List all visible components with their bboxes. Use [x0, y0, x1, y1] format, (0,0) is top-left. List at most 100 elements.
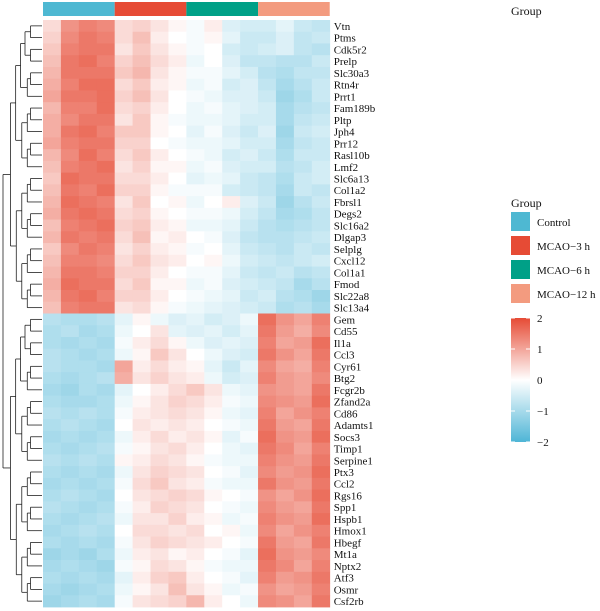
heatmap-cell: [186, 290, 205, 303]
heatmap-cell: [114, 196, 133, 209]
heatmap-cell: [60, 595, 80, 608]
heatmap-cell: [293, 360, 313, 373]
heatmap-cell: [114, 78, 133, 91]
heatmap-cell: [132, 160, 151, 174]
heatmap-cell: [78, 466, 98, 479]
heatmap-cell: [275, 383, 295, 397]
heatmap-cell: [78, 454, 98, 467]
heatmap-cell: [204, 125, 223, 138]
heatmap-cell: [240, 243, 259, 256]
heatmap-cell: [114, 360, 133, 373]
heatmap-cell: [43, 477, 62, 490]
heatmap-cell: [293, 419, 313, 432]
heatmap-cell: [204, 372, 223, 385]
heatmap-cell: [186, 243, 205, 256]
heatmap-cell: [293, 31, 313, 44]
heatmap-cell: [240, 66, 259, 80]
heatmap-cell: [168, 560, 187, 573]
group-bar-segment: [258, 2, 330, 16]
heatmap-cell: [222, 231, 241, 244]
heatmap-cell: [222, 548, 241, 561]
heatmap-cell: [150, 172, 169, 185]
heatmap-cell: [311, 137, 331, 150]
heatmap-cell: [186, 231, 205, 244]
heatmap-cell: [275, 560, 295, 573]
gene-label: Rasl10b: [334, 150, 371, 162]
heatmap-cell: [311, 290, 331, 303]
heatmap-cell: [222, 595, 241, 608]
heatmap-cell: [222, 31, 241, 44]
heatmap-cell: [114, 560, 133, 573]
gene-label: Zfand2a: [334, 397, 371, 409]
heatmap-cell: [114, 20, 133, 33]
heatmap-cell: [96, 419, 116, 432]
heatmap-cell: [60, 395, 80, 408]
heatmap-cell: [96, 383, 116, 397]
heatmap-cell: [275, 66, 295, 80]
heatmap-cell: [311, 102, 331, 115]
heatmap-cell: [78, 407, 98, 420]
heatmap-cell: [311, 477, 331, 490]
gene-label: Slc30a3: [334, 68, 370, 80]
heatmap-cell: [114, 43, 133, 56]
heatmap-cell: [293, 266, 313, 279]
heatmap-cell: [275, 489, 295, 502]
heatmap-cell: [43, 313, 62, 326]
heatmap-cell: [43, 583, 62, 596]
heatmap-cell: [96, 149, 116, 162]
heatmap-cell: [204, 149, 223, 162]
heatmap-cell: [186, 548, 205, 561]
heatmap-cell: [78, 360, 98, 373]
heatmap-cell: [43, 102, 62, 115]
heatmap-cell: [311, 571, 331, 584]
heatmap-cell: [204, 442, 223, 455]
heatmap-cell: [114, 336, 133, 350]
heatmap-cell: [96, 290, 116, 303]
heatmap-cell: [275, 583, 295, 596]
heatmap-cell: [150, 313, 169, 326]
heatmap-cell: [186, 489, 205, 502]
heatmap-cell: [168, 125, 187, 138]
heatmap-cell: [293, 560, 313, 573]
heatmap-cell: [168, 407, 187, 420]
heatmap-cell: [186, 149, 205, 162]
heatmap-cell: [78, 172, 98, 185]
heatmap-cell: [275, 278, 295, 291]
heatmap-cell: [132, 78, 151, 91]
gene-label: Btg2: [334, 373, 355, 385]
heatmap-cell: [204, 55, 223, 68]
heatmap-cell: [293, 125, 313, 138]
heatmap-cell: [222, 137, 241, 150]
heatmap-cell: [43, 524, 62, 537]
heatmap-cell: [60, 571, 80, 584]
heatmap-cell: [240, 266, 259, 279]
heatmap-cell: [150, 278, 169, 291]
heatmap-cell: [293, 43, 313, 56]
heatmap-cell: [258, 231, 277, 244]
heatmap-cell: [96, 90, 116, 103]
heatmap-cell: [78, 43, 98, 56]
heatmap-cell: [43, 90, 62, 103]
heatmap-cell: [240, 301, 259, 314]
heatmap-cell: [311, 395, 331, 408]
gene-label: Cd55: [334, 326, 358, 338]
heatmap-cell: [78, 102, 98, 115]
heatmap-cell: [168, 348, 187, 361]
heatmap-cell: [222, 113, 241, 127]
heatmap-cell: [275, 254, 295, 267]
heatmap-cell: [222, 66, 241, 80]
group-legend-label: MCAO−12 h: [537, 289, 596, 301]
heatmap-cell: [240, 207, 259, 220]
heatmap-cell: [258, 137, 277, 150]
heatmap-cell: [240, 336, 259, 350]
heatmap-cell: [78, 254, 98, 267]
heatmap-cell: [275, 90, 295, 103]
heatmap-cell: [258, 477, 277, 490]
heatmap-cell: [132, 524, 151, 537]
heatmap-cell: [150, 501, 169, 514]
heatmap-cell: [204, 383, 223, 397]
heatmap-cell: [96, 43, 116, 56]
heatmap-cell: [240, 501, 259, 514]
heatmap-cell: [311, 360, 331, 373]
heatmap-cell: [293, 325, 313, 338]
